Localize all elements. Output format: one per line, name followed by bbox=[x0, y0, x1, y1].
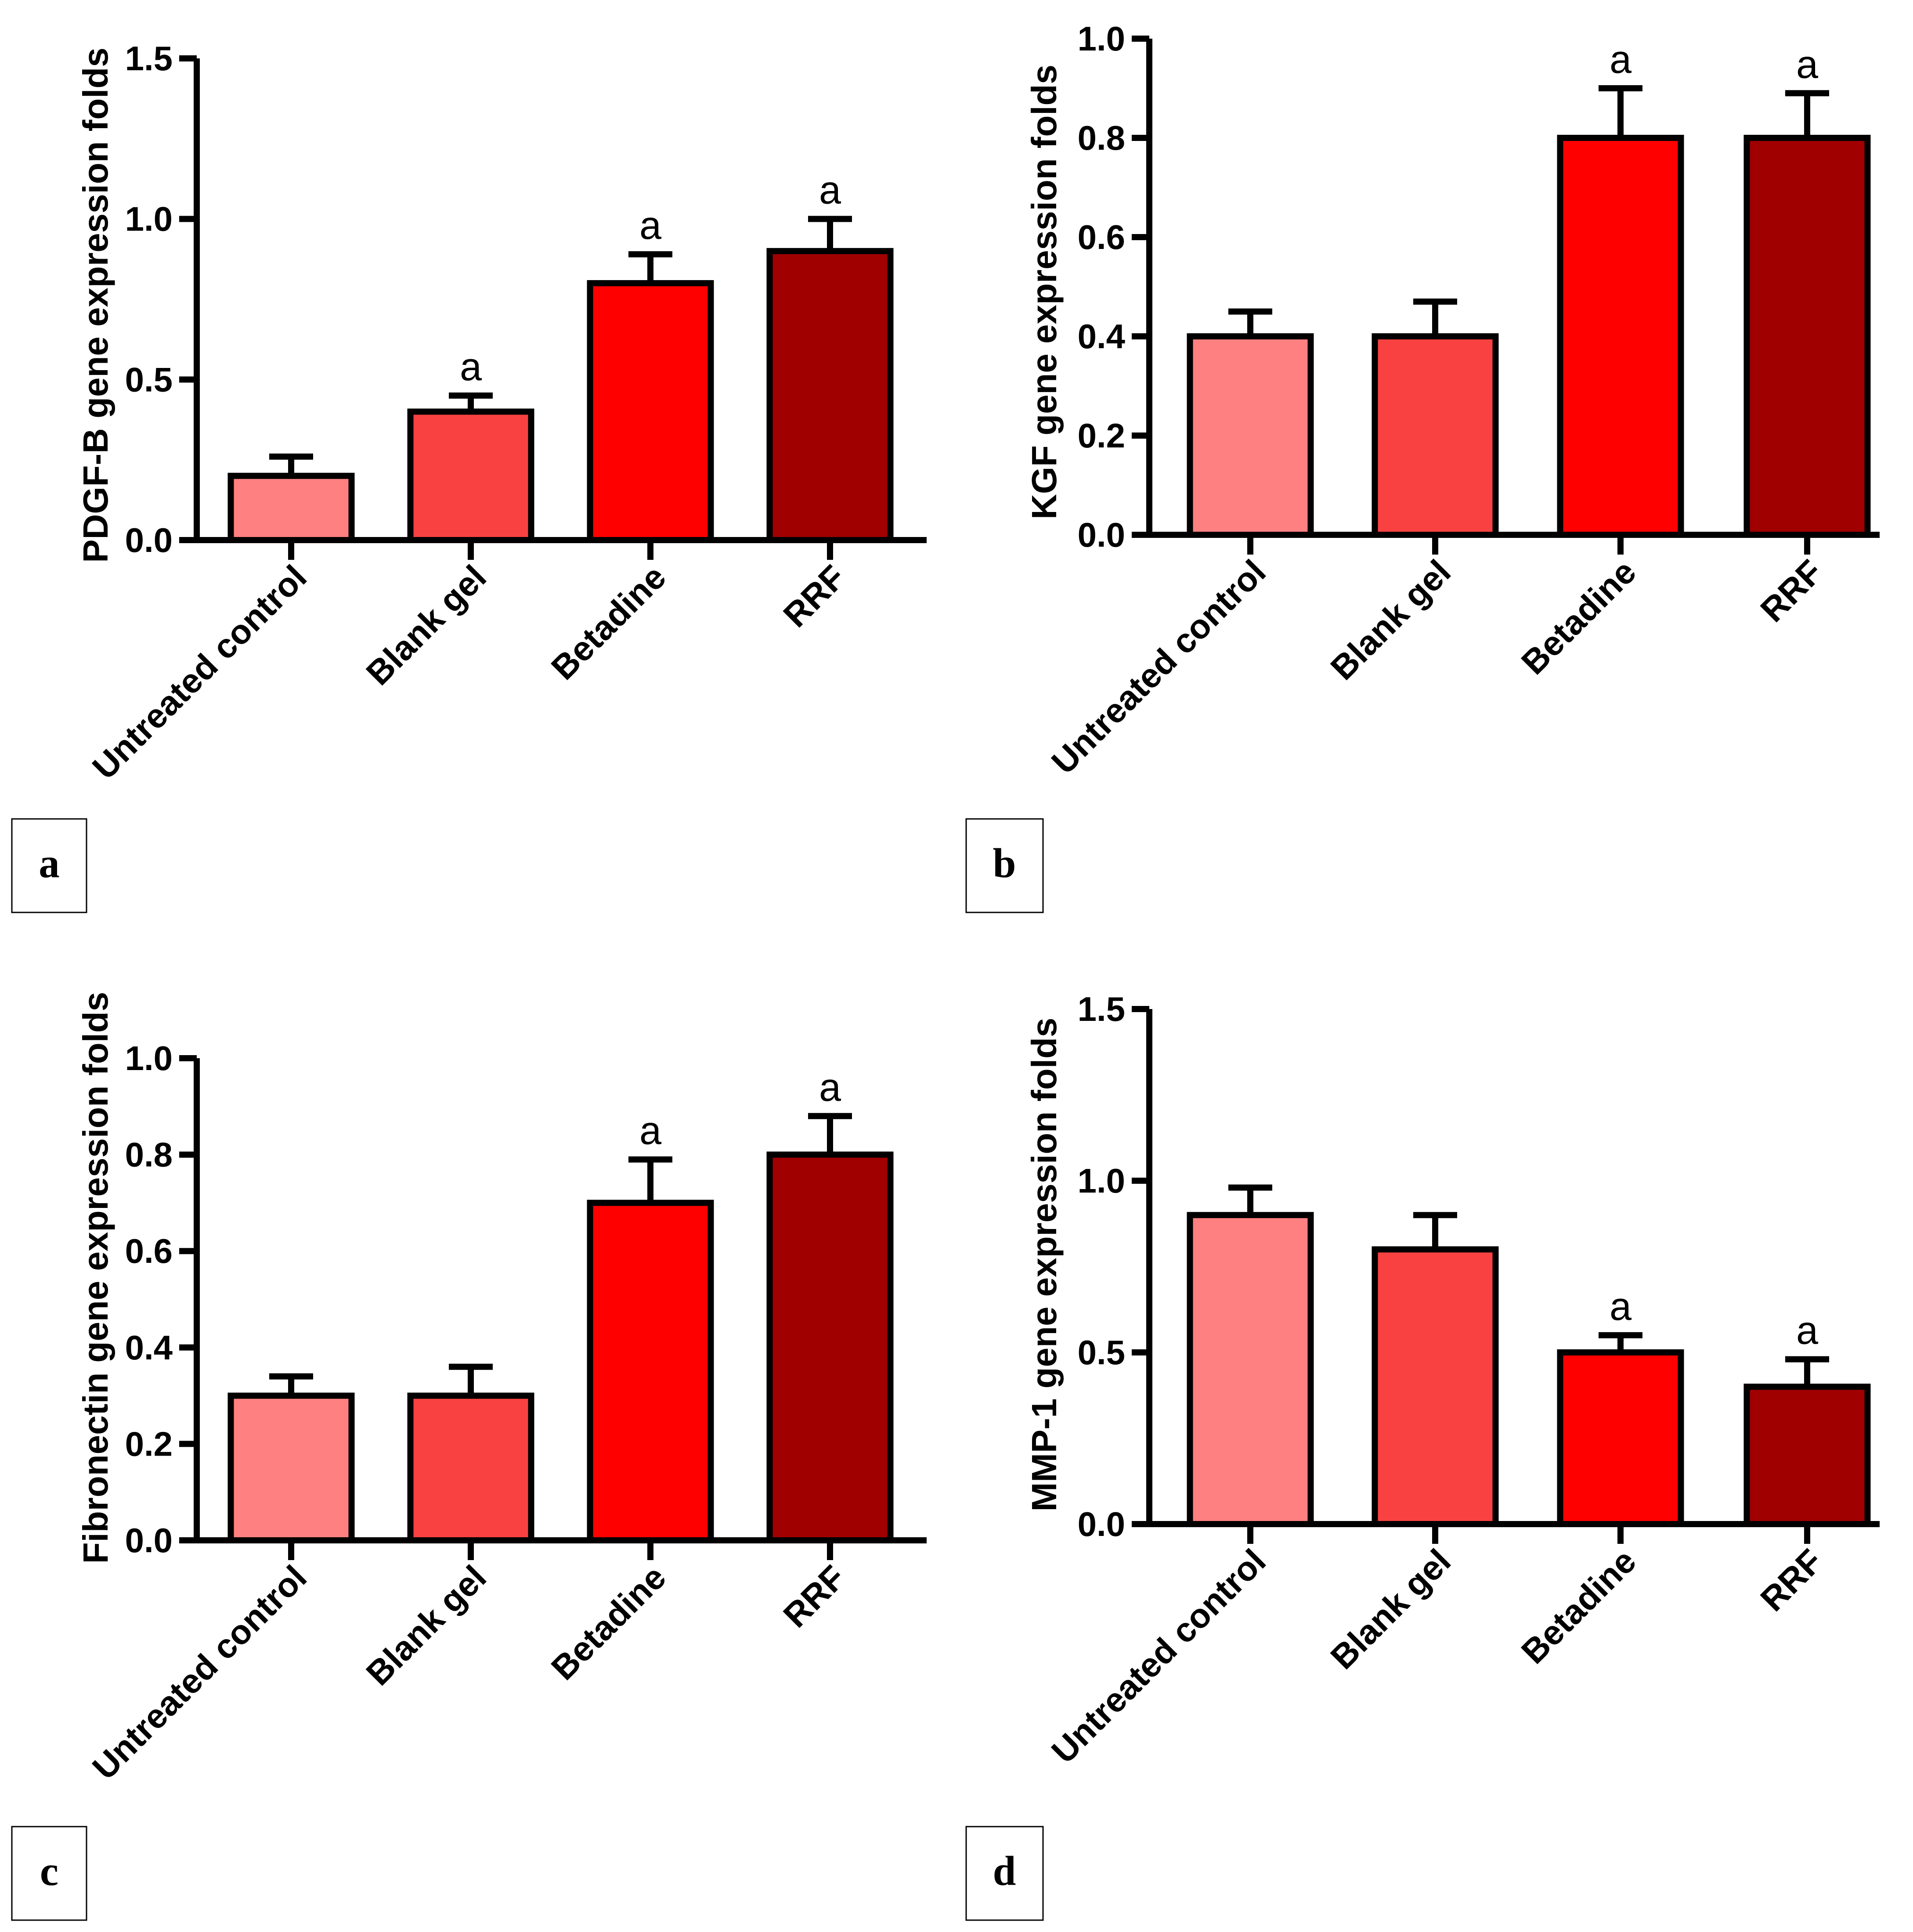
y-tick-label: 0.0 bbox=[1078, 1505, 1125, 1543]
x-tick-label: RRF bbox=[776, 558, 853, 635]
panel-letter-box bbox=[11, 1826, 87, 1921]
y-tick-label: 1.0 bbox=[1078, 1161, 1125, 1200]
y-tick-label: 1.0 bbox=[125, 1039, 173, 1078]
y-tick-label: 1.5 bbox=[125, 39, 173, 78]
x-tick-label: Betadine bbox=[1514, 552, 1643, 682]
x-axis: Untreated control Blank gel Betadine RRF bbox=[1044, 532, 1880, 782]
bar bbox=[1743, 135, 1871, 538]
bar bbox=[407, 1392, 534, 1544]
bars: a a a bbox=[227, 169, 894, 543]
bar bbox=[1187, 1212, 1314, 1527]
significance-label: a bbox=[1610, 1285, 1632, 1329]
y-tick-label: 0.4 bbox=[125, 1328, 173, 1367]
bar bbox=[587, 1200, 714, 1543]
significance-label: a bbox=[639, 204, 662, 248]
y-tick-label: 0.5 bbox=[125, 360, 173, 399]
x-tick-label: Untreated control bbox=[85, 558, 314, 787]
significance-label: a bbox=[1796, 43, 1819, 87]
x-tick-label: RRF bbox=[1753, 552, 1830, 630]
y-tick-label: 0.2 bbox=[1078, 416, 1125, 455]
x-axis: Untreated control Blank gel Betadine RRF bbox=[85, 537, 927, 787]
x-tick-label: Betadine bbox=[1514, 1542, 1643, 1671]
y-tick-label: 1.5 bbox=[1078, 990, 1125, 1028]
panel-letter-box bbox=[965, 818, 1044, 913]
bar bbox=[1372, 333, 1499, 538]
x-tick-label: Untreated control bbox=[1044, 552, 1273, 782]
x-tick-label: Blank gel bbox=[359, 558, 494, 692]
bar bbox=[407, 408, 534, 543]
y-axis: 0.0 0.5 1.0 1.5 bbox=[1078, 990, 1152, 1543]
y-tick-label: 1.0 bbox=[125, 200, 173, 238]
x-tick-label: RRF bbox=[776, 1558, 853, 1635]
y-axis-label: Fibronectin gene expression folds bbox=[76, 992, 115, 1564]
y-tick-label: 0.6 bbox=[125, 1232, 173, 1270]
chart-panel-b: KGF gene expression folds 0.00.20.40.60.… bbox=[965, 19, 1880, 913]
bars: aa bbox=[227, 1066, 894, 1544]
y-tick-label: 0.4 bbox=[1078, 317, 1125, 356]
y-tick-label: 0.2 bbox=[125, 1424, 173, 1463]
y-axis: 0.0 0.5 1.0 1.5 bbox=[125, 39, 200, 559]
y-tick-label: 0.0 bbox=[1078, 515, 1125, 554]
bar bbox=[766, 248, 894, 543]
panel-letter: d bbox=[993, 1848, 1016, 1894]
bar bbox=[766, 1151, 894, 1544]
significance-label: a bbox=[460, 345, 482, 389]
x-tick-label: Blank gel bbox=[1323, 1542, 1458, 1676]
chart-panel-d: MMP-1 gene expression folds 0.0 0.5 1.0 1.5… bbox=[965, 990, 1880, 1921]
bar bbox=[1743, 1384, 1871, 1527]
x-tick-label: Betadine bbox=[544, 558, 673, 687]
y-axis: 0.0 0.2 0.4 0.6 0.8 1.0 bbox=[1078, 19, 1152, 554]
bar bbox=[227, 472, 355, 543]
y-tick-label: 0.0 bbox=[125, 521, 173, 559]
significance-label: a bbox=[639, 1109, 662, 1153]
panel-letter: b bbox=[993, 840, 1016, 887]
panel-letter: a bbox=[39, 840, 60, 887]
chart-panel-a: PDGF-B gene expression folds 0.0 0.5 1.0 1.… bbox=[11, 39, 927, 913]
y-tick-label: 0.5 bbox=[1078, 1333, 1125, 1372]
x-tick-label: RRF bbox=[1753, 1542, 1830, 1619]
x-axis: Untreated control Blank gel Betadine RRF bbox=[1044, 1521, 1880, 1771]
chart-panel-c: Fibronectin gene expression folds 0.0 0.2… bbox=[11, 992, 927, 1921]
y-tick-label: 0.8 bbox=[1078, 119, 1125, 157]
significance-label: a bbox=[819, 169, 841, 213]
x-tick-label: Betadine bbox=[544, 1558, 673, 1687]
y-tick-label: 0.8 bbox=[125, 1135, 173, 1174]
y-axis-label: KGF gene expression folds bbox=[1025, 65, 1064, 519]
bar bbox=[587, 280, 714, 543]
y-axis: 0.0 0.2 0.4 0.6 0.8 1.0 bbox=[125, 1039, 200, 1560]
significance-label: a bbox=[1796, 1309, 1819, 1353]
bar bbox=[1557, 1349, 1684, 1527]
x-axis: Untreated control Blank gel Betadine RRF bbox=[85, 1537, 927, 1787]
y-axis-label: MMP-1 gene expression folds bbox=[1025, 1018, 1064, 1512]
bar bbox=[1372, 1246, 1499, 1527]
y-tick-label: 0.0 bbox=[125, 1521, 173, 1560]
bar bbox=[227, 1392, 355, 1544]
bar bbox=[1557, 135, 1684, 538]
panel-letter-box bbox=[11, 818, 87, 913]
x-tick-label: Untreated control bbox=[1044, 1542, 1273, 1771]
significance-label: a bbox=[1610, 38, 1632, 82]
y-axis-label: PDGF-B gene expression folds bbox=[76, 47, 115, 563]
panel-letter-box bbox=[965, 1826, 1044, 1921]
y-tick-label: 0.6 bbox=[1078, 218, 1125, 256]
significance-label: a bbox=[819, 1066, 841, 1110]
y-tick-label: 1.0 bbox=[1078, 19, 1125, 58]
x-tick-label: Blank gel bbox=[1323, 552, 1458, 687]
x-tick-label: Untreated control bbox=[85, 1558, 314, 1787]
x-tick-label: Blank gel bbox=[359, 1558, 494, 1693]
panel-letter: c bbox=[40, 1848, 58, 1894]
bar bbox=[1187, 333, 1314, 538]
bars: aa bbox=[1187, 1184, 1871, 1527]
